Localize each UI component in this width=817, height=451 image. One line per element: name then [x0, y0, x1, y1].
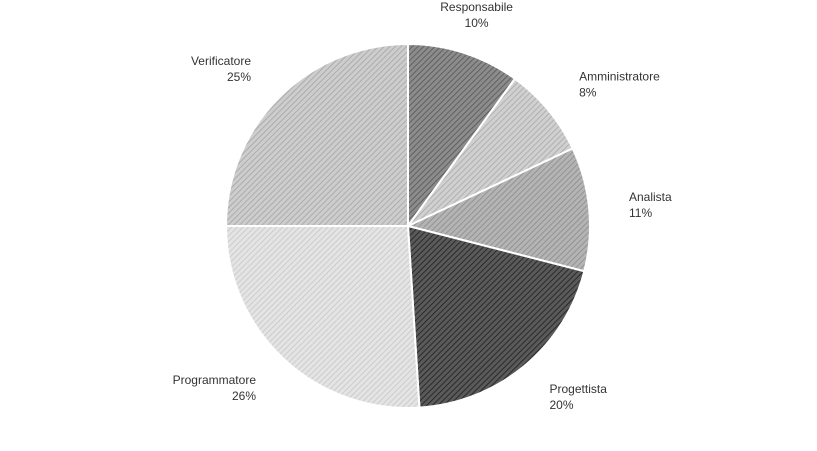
pie-label-verificatore: Verificatore 25%: [191, 54, 251, 84]
pie-label-name: Programmatore: [173, 373, 257, 387]
pie-label-analista: Analista 11%: [629, 190, 672, 220]
pie-label-value: 20%: [550, 398, 574, 412]
pie-label-progettista: Progettista 20%: [550, 382, 608, 412]
pie-slice-amministratore: [407, 77, 575, 227]
pie-slices: [224, 42, 591, 409]
pie-slice-analista: [405, 147, 591, 273]
pie-label-amministratore: Amministratore 8%: [579, 70, 660, 100]
pie-label-value: 10%: [465, 16, 489, 30]
pie-labels: Responsabile 10% Amministratore 8% Analista 1…: [173, 0, 672, 412]
pie-label-value: 11%: [629, 206, 652, 220]
pie-slice-responsabile: [407, 42, 517, 230]
pie-label-value: 8%: [579, 86, 597, 100]
pie-label-value: 26%: [232, 389, 256, 403]
pie-label-name: Responsabile: [440, 0, 513, 14]
pie-slice-programmatore: [224, 225, 421, 409]
pie-label-name: Verificatore: [191, 54, 251, 68]
pie-label-name: Amministratore: [579, 70, 660, 84]
pie-slice-verificatore: [224, 42, 409, 227]
pie-label-value: 25%: [227, 70, 251, 84]
pie-label-programmatore: Programmatore 26%: [173, 373, 257, 403]
pie-label-name: Progettista: [550, 382, 608, 396]
pie-slice-progettista: [406, 224, 586, 409]
pie-label-responsabile: Responsabile 10%: [440, 0, 513, 30]
pie-label-name: Analista: [629, 190, 672, 204]
